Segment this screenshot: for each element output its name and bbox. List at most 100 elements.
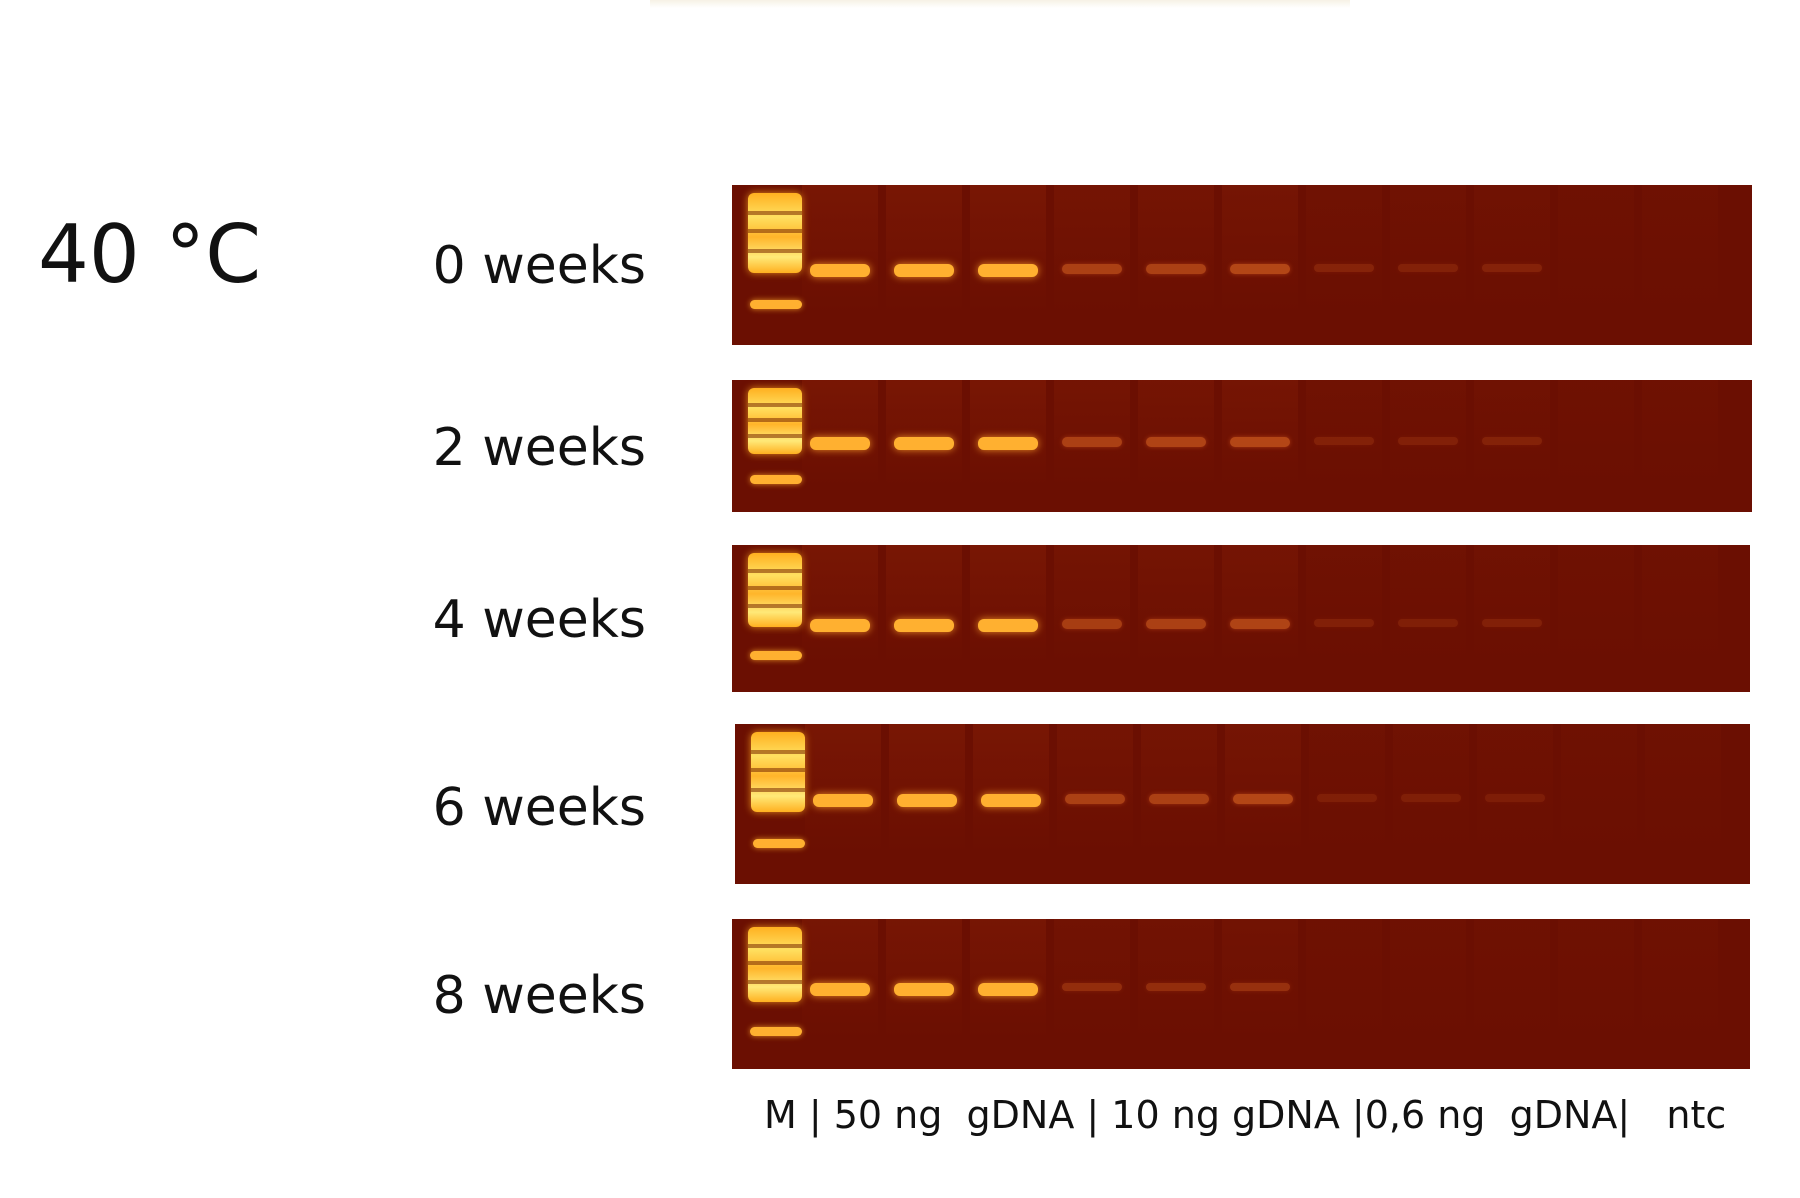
pcr-band [897, 794, 957, 807]
lane [1054, 919, 1130, 1069]
lane [1558, 919, 1634, 1069]
lane-caption: M | 50 ng gDNA | 10 ng gDNA |0,6 ng gDNA… [764, 1093, 1727, 1137]
lane [1474, 919, 1550, 1069]
lane [1474, 185, 1550, 345]
time-label: 6 weeks [432, 778, 646, 838]
pcr-band [1062, 619, 1122, 629]
pcr-band [894, 264, 954, 277]
marker-gap [748, 403, 802, 407]
pcr-band [1398, 619, 1458, 627]
lane [1645, 724, 1721, 884]
marker-gap [751, 750, 805, 754]
marker-gap [748, 961, 802, 965]
top-edge-artifact [650, 0, 1350, 8]
lane [802, 545, 878, 692]
pcr-band [981, 794, 1041, 807]
lane [1390, 919, 1466, 1069]
marker-band [753, 839, 805, 848]
pcr-band [1482, 437, 1542, 445]
lane [1558, 185, 1634, 345]
pcr-band [810, 264, 870, 277]
pcr-band [978, 619, 1038, 632]
pcr-band [1146, 264, 1206, 274]
pcr-band [810, 437, 870, 450]
lane [1225, 724, 1301, 884]
marker-gap [748, 980, 802, 984]
marker-gap [748, 249, 802, 253]
marker-ladder [748, 927, 802, 1002]
marker-gap [748, 434, 802, 438]
lane [1138, 545, 1214, 692]
lane [1306, 545, 1382, 692]
time-label: 8 weeks [432, 966, 646, 1026]
marker-band [750, 475, 802, 484]
lane [1474, 545, 1550, 692]
marker-ladder [748, 193, 802, 273]
pcr-band [1230, 983, 1290, 991]
gel-image [732, 919, 1750, 1069]
gel-image [732, 185, 1752, 345]
lane [1138, 919, 1214, 1069]
lane [1057, 724, 1133, 884]
lane [1222, 545, 1298, 692]
lane [1642, 380, 1718, 512]
lane [1306, 185, 1382, 345]
lane [1306, 919, 1382, 1069]
pcr-band [1230, 619, 1290, 629]
time-label: 0 weeks [432, 236, 646, 296]
pcr-band [810, 619, 870, 632]
pcr-band [1233, 794, 1293, 804]
temperature-label: 40 °C [38, 208, 262, 301]
lane [1390, 185, 1466, 345]
pcr-band [1398, 264, 1458, 272]
pcr-band [894, 983, 954, 996]
pcr-band [1149, 794, 1209, 804]
pcr-band [1398, 437, 1458, 445]
marker-band [750, 1027, 802, 1036]
time-label: 2 weeks [432, 418, 646, 478]
lane [1141, 724, 1217, 884]
marker-ladder [748, 553, 802, 627]
lane [1642, 185, 1718, 345]
lane [1306, 380, 1382, 512]
lane [1642, 545, 1718, 692]
marker-band [750, 651, 802, 660]
pcr-band [1146, 437, 1206, 447]
marker-band [750, 300, 802, 309]
marker-gap [751, 788, 805, 792]
pcr-band [1062, 264, 1122, 274]
pcr-band [1065, 794, 1125, 804]
gel-image [732, 380, 1752, 512]
marker-gap [748, 229, 802, 233]
marker-gap [751, 768, 805, 772]
lane [1558, 545, 1634, 692]
pcr-band [894, 437, 954, 450]
lane [1309, 724, 1385, 884]
lane [1642, 919, 1718, 1069]
pcr-band [1062, 437, 1122, 447]
gel-image [732, 545, 1750, 692]
lane [1222, 919, 1298, 1069]
pcr-band [1230, 437, 1290, 447]
marker-ladder [751, 732, 805, 812]
marker-gap [748, 604, 802, 608]
lane [970, 545, 1046, 692]
marker-gap [748, 944, 802, 948]
pcr-band [1485, 794, 1545, 802]
lane [1390, 545, 1466, 692]
lane [1561, 724, 1637, 884]
pcr-band [810, 983, 870, 996]
pcr-band [1146, 619, 1206, 629]
lane [1390, 380, 1466, 512]
marker-gap [748, 586, 802, 590]
pcr-band [1314, 264, 1374, 272]
pcr-band [1062, 983, 1122, 991]
pcr-band [813, 794, 873, 807]
pcr-band [1230, 264, 1290, 274]
pcr-band [894, 619, 954, 632]
pcr-band [1314, 437, 1374, 445]
pcr-band [1482, 619, 1542, 627]
pcr-band [1401, 794, 1461, 802]
marker-ladder [748, 388, 802, 454]
pcr-band [978, 437, 1038, 450]
